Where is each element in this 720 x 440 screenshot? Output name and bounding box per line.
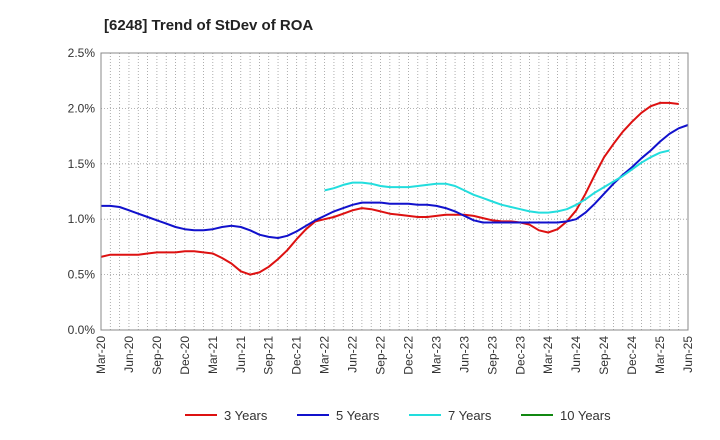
- grid: [101, 53, 688, 330]
- x-tick-label: Dec-20: [178, 336, 192, 375]
- legend: 3 Years 5 Years 7 Years 10 Years: [185, 408, 611, 423]
- series-line-3-years: [100, 101, 679, 276]
- legend-label: 7 Years: [448, 408, 492, 423]
- series-line-7-years: [324, 149, 670, 214]
- plot-frame: [100, 52, 689, 331]
- x-tick-label: Jun-24: [569, 336, 583, 373]
- x-tick-label: Sep-20: [150, 336, 164, 375]
- chart-title: [6248] Trend of StDev of ROA: [104, 17, 313, 34]
- y-tick-label: 0.5%: [68, 268, 96, 282]
- legend-label: 10 Years: [560, 408, 611, 423]
- x-tick-label: Sep-22: [374, 336, 388, 375]
- y-tick-label: 2.5%: [68, 46, 96, 60]
- series-line-5-years: [101, 124, 689, 239]
- x-tick-label: Mar-21: [206, 336, 220, 374]
- x-tick-label: Jun-21: [234, 336, 248, 373]
- x-tick-label: Sep-24: [597, 336, 611, 375]
- x-tick-label: Sep-21: [262, 336, 276, 375]
- x-tick-label: Mar-23: [429, 336, 443, 374]
- x-tick-label: Jun-22: [346, 336, 360, 373]
- x-tick-label: Jun-23: [457, 336, 471, 373]
- x-tick-label: Jun-25: [681, 336, 695, 373]
- x-tick-label: Jun-20: [122, 336, 136, 373]
- x-tick-label: Sep-23: [485, 336, 499, 375]
- y-tick-label: 2.0%: [68, 101, 96, 115]
- x-tick-label: Dec-22: [401, 336, 415, 375]
- y-tick-label: 1.5%: [68, 157, 96, 171]
- y-axis: 0.0% 0.5% 1.0% 1.5% 2.0% 2.5%: [68, 46, 96, 337]
- y-tick-label: 1.0%: [68, 212, 96, 226]
- x-axis: Mar-20 Jun-20 Sep-20 Dec-20 Mar-21 Jun-21 Sep-…: [94, 336, 695, 375]
- legend-label: 5 Years: [336, 408, 380, 423]
- series-layer: [100, 101, 689, 276]
- x-tick-label: Mar-24: [541, 336, 555, 374]
- x-tick-label: Dec-24: [625, 336, 639, 375]
- x-tick-label: Mar-20: [94, 336, 108, 374]
- legend-label: 3 Years: [224, 408, 268, 423]
- x-tick-label: Mar-22: [318, 336, 332, 374]
- y-tick-label: 0.0%: [68, 323, 96, 337]
- x-tick-label: Dec-23: [513, 336, 527, 375]
- x-tick-label: Dec-21: [290, 336, 304, 375]
- x-tick-label: Mar-25: [653, 336, 667, 374]
